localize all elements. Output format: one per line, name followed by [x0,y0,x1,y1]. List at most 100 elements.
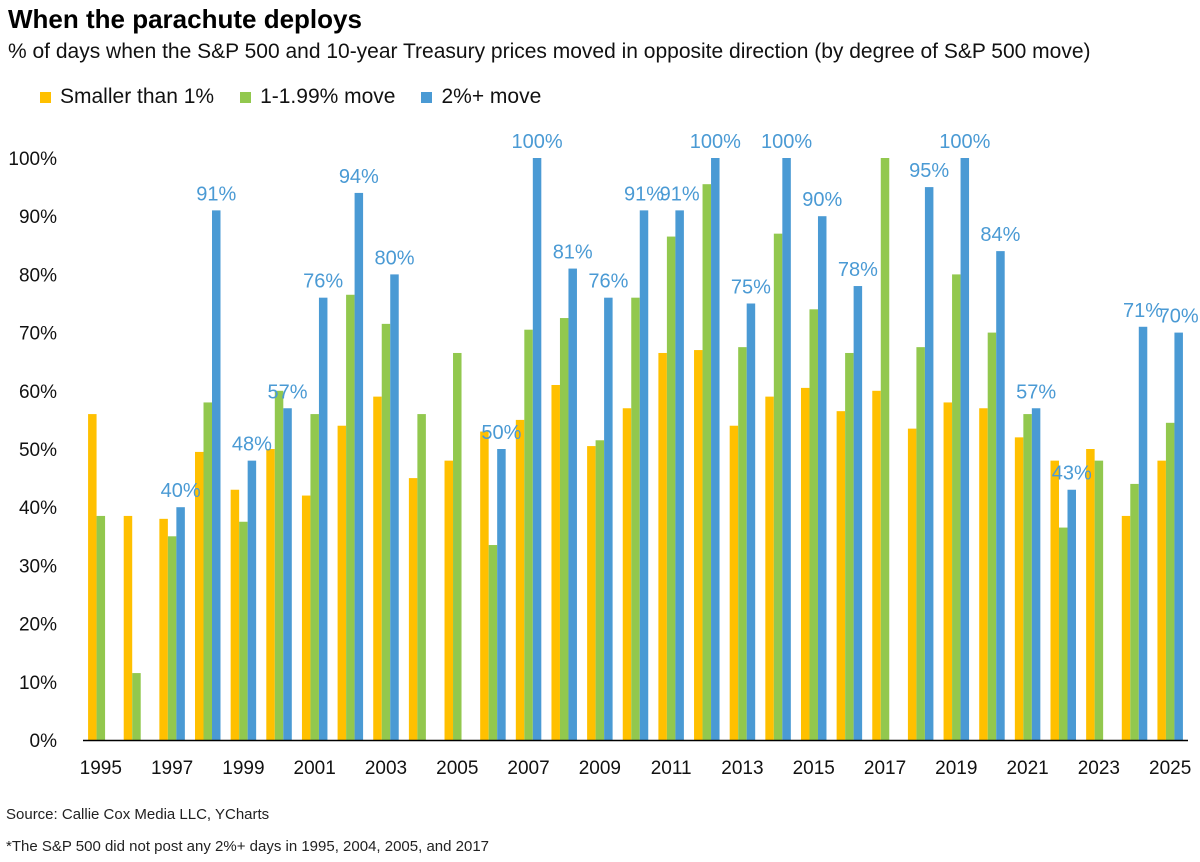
chart-subtitle: % of days when the S&P 500 and 10-year T… [8,40,1091,63]
bar-1-1-99-move-2022 [1058,527,1068,740]
bar-1-1-99-move-2015 [809,309,818,740]
x-tick-label: 2013 [721,758,763,779]
bar-2-move-2012 [711,158,720,740]
data-label: 91% [196,183,236,205]
data-label: 95% [909,160,949,182]
legend-item-medium: 1-1.99% move [240,85,395,109]
data-label: 91% [660,183,700,205]
x-tick-label: 2023 [1078,758,1120,779]
source-note: Source: Callie Cox Media LLC, YCharts [6,806,270,823]
bar-1-1-99-move-2021 [1023,414,1032,740]
x-tick-label: 2011 [651,758,692,779]
y-tick-label: 30% [19,556,57,577]
data-label: 71% [1123,300,1163,322]
bar-1-1-99-move-2003 [381,323,391,740]
y-tick-label: 10% [19,673,57,694]
bar-smaller-than-1--2019 [943,402,953,740]
bar-1-1-99-move-2013 [738,347,747,740]
x-tick-label: 2007 [507,758,549,779]
bar-2-move-2002 [354,192,364,741]
bar-2-move-2001 [318,297,328,740]
bar-1-1-99-move-2018 [916,347,925,740]
bar-1-1-99-move-1998 [203,402,213,740]
bar-1-1-99-move-1997 [167,536,177,740]
x-tick-label: 1997 [151,758,193,779]
bar-smaller-than-1--1996 [123,515,133,740]
data-label: 91% [624,183,664,205]
bar-chart: 0% 10% 20% 30% 40% 50% 60% 70% 80% 90% 100% 40% 91% 4… [8,131,1199,779]
bar-smaller-than-1--2003 [373,396,382,740]
data-label: 57% [268,381,308,403]
bar-2-move-2009 [604,297,613,740]
bar-smaller-than-1--2013 [729,425,739,740]
data-label: 43% [1052,463,1092,485]
legend-swatch-small [40,91,51,103]
bar-smaller-than-1--2001 [301,495,311,740]
y-tick-label: 0% [30,731,58,752]
y-tick-label: 100% [8,149,57,170]
bar-smaller-than-1--2015 [800,387,810,740]
bar-1-1-99-move-1996 [132,673,141,740]
bar-2-move-2022 [1067,489,1076,740]
bar-1-1-99-move-2009 [595,440,605,740]
bar-smaller-than-1--2017 [872,390,881,740]
bar-smaller-than-1--1997 [159,518,168,740]
bar-1-1-99-move-2010 [631,297,640,740]
y-tick-label: 40% [19,498,57,519]
x-tick-label: 2003 [365,758,407,779]
bar-2-move-2020 [996,251,1005,740]
data-label: 90% [802,189,842,211]
x-tick-label: 1999 [222,758,264,779]
data-label: 76% [588,271,628,293]
chart-title: When the parachute deploys [8,4,362,34]
data-label: 80% [374,247,414,269]
bar-1-1-99-move-2008 [559,318,569,740]
bar-smaller-than-1--2010 [622,408,632,740]
bar-1-1-99-move-2012 [702,184,712,740]
legend-label-large: 2%+ move [441,85,542,108]
legend-swatch-large [421,91,433,103]
footnote: *The S&P 500 did not post any 2%+ days i… [6,838,490,855]
bar-smaller-than-1--2011 [658,352,667,740]
bar-smaller-than-1--2004 [408,478,418,740]
x-tick-label: 2019 [935,758,977,779]
bar-1-1-99-move-2019 [952,274,961,740]
bar-1-1-99-move-2002 [346,294,355,740]
data-label: 57% [1016,381,1056,403]
bar-1-1-99-move-2007 [524,329,533,740]
x-tick-label: 2015 [793,758,835,779]
bar-1-1-99-move-2000 [274,390,284,740]
data-label: 50% [481,422,521,444]
bar-1-1-99-move-2014 [773,233,783,740]
y-tick-label: 90% [19,207,57,228]
bar-2-move-2003 [390,274,399,740]
y-tick-label: 50% [19,440,57,461]
legend-swatch-medium [240,91,252,103]
bar-smaller-than-1--2021 [1014,437,1024,740]
bar-1-1-99-move-2023 [1094,460,1104,740]
legend-label-medium: 1-1.99% move [260,85,396,108]
data-label: 84% [980,224,1020,246]
bar-1-1-99-move-2006 [488,545,498,740]
bar-1-1-99-move-2005 [453,352,462,740]
bar-1-1-99-move-1995 [96,515,106,740]
data-label: 100% [511,131,562,153]
legend-item-small: Smaller than 1% [40,85,214,109]
bar-smaller-than-1--2007 [515,419,525,740]
bar-smaller-than-1--2014 [765,396,774,740]
bar-2-move-2025 [1174,332,1183,740]
y-tick-label: 20% [19,615,57,636]
data-label: 100% [761,131,812,153]
bar-1-1-99-move-2020 [987,332,997,740]
bar-2-move-1997 [176,507,185,740]
bar-smaller-than-1--2022 [1050,460,1059,740]
x-tick-label: 2009 [579,758,621,779]
data-label: 70% [1159,306,1199,328]
bar-2-move-2014 [782,158,791,740]
y-tick-label: 60% [19,382,57,403]
bar-smaller-than-1--2002 [337,425,347,740]
bar-2-move-2008 [568,268,577,740]
bar-1-1-99-move-2024 [1130,483,1139,740]
x-tick-label: 2001 [294,758,336,779]
bar-smaller-than-1--1999 [230,489,240,740]
